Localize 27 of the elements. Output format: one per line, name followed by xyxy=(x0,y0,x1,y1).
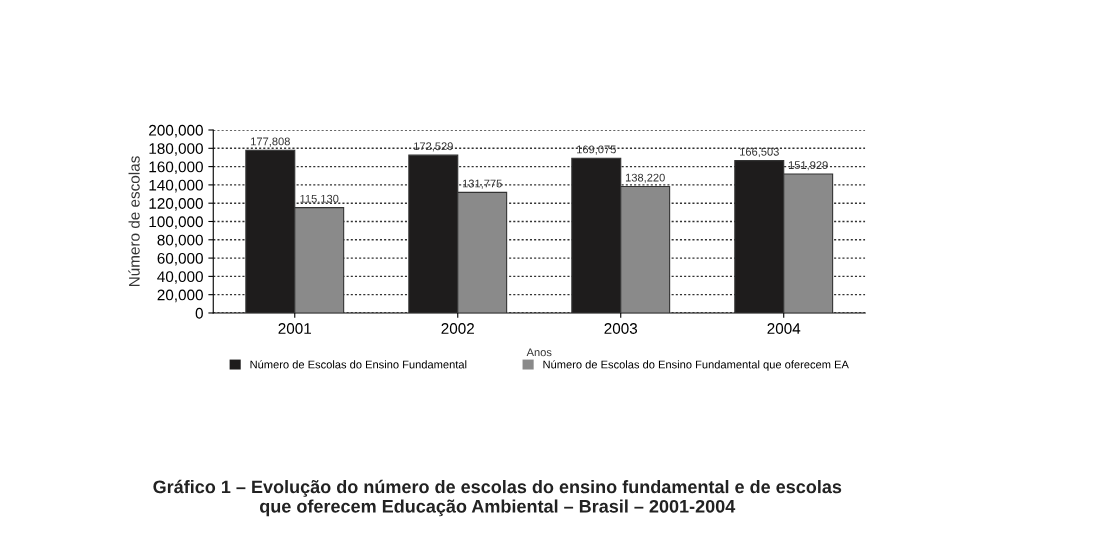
text: 115,130 xyxy=(300,194,339,204)
y-tick-label: 120,000 xyxy=(149,198,203,211)
text: 172,529 xyxy=(414,142,453,152)
y-tick-label: 40,000 xyxy=(157,271,203,284)
legend-label: Número de Escolas do Ensino Fundamental que oferecem EA xyxy=(543,360,849,371)
x-tick-label: 2004 xyxy=(767,323,801,334)
text: 169,075 xyxy=(577,145,616,155)
y-tick-label: 60,000 xyxy=(157,252,203,266)
y-tick-label: 140,000 xyxy=(149,179,203,193)
legend-label: Número de Escolas do Ensino Fundamental xyxy=(250,360,467,369)
y-tick-label: 180,000 xyxy=(149,143,203,156)
text: 131,775 xyxy=(462,179,502,189)
text: 151,929 xyxy=(788,161,828,171)
text: 177,808 xyxy=(251,137,290,147)
y-tick-label: 80,000 xyxy=(157,234,203,248)
y-axis-title: Número de escolas xyxy=(128,156,140,287)
x-tick-label: 2001 xyxy=(278,323,312,334)
x-tick-label: 2002 xyxy=(441,323,474,334)
x-axis-title: Anos xyxy=(526,348,552,357)
y-tick-label: 160,000 xyxy=(149,161,203,175)
text: 138,220 xyxy=(625,173,665,183)
y-tick-label: 20,000 xyxy=(157,289,203,303)
y-tick-label: 200,000 xyxy=(149,124,203,138)
x-tick-label: 2003 xyxy=(604,323,638,334)
text: Gráfico 1 – Evolução do número de escolas do ensino fundamental e de escolas que oferecem Educação Ambiental – Brasil – 2001-2004 xyxy=(153,479,842,517)
y-tick-label: 100,000 xyxy=(149,216,203,229)
y-tick-label: 0 xyxy=(195,307,203,319)
